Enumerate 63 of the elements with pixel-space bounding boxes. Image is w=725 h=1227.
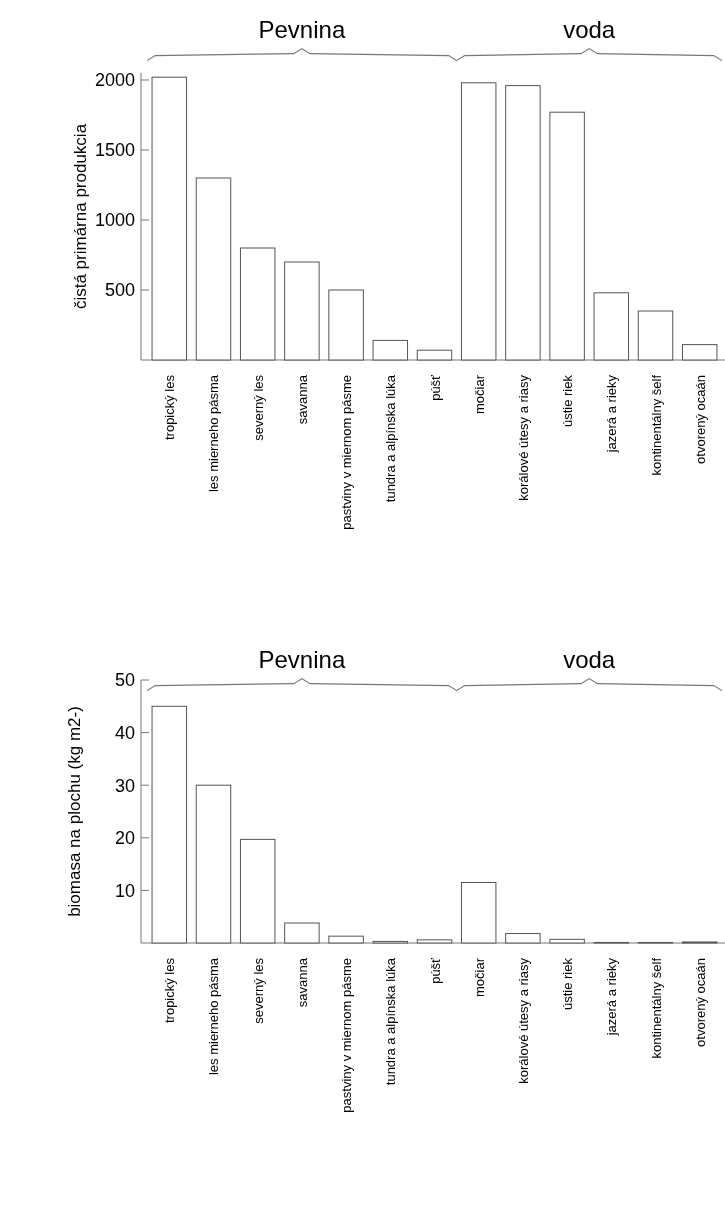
bar <box>505 85 541 361</box>
y-tick-label: 500 <box>104 280 135 301</box>
bar <box>505 933 541 944</box>
x-tick-label: močiar <box>471 957 487 998</box>
y-tick-label: 30 <box>114 775 135 796</box>
x-tick-label: pastviny v miernom pásme <box>339 375 355 530</box>
bar <box>239 247 276 361</box>
text: voda <box>563 16 616 43</box>
y-tick-label: 10 <box>114 880 135 901</box>
text: Pevnina <box>258 16 346 43</box>
bar <box>681 344 718 361</box>
x-tick-label: severný les <box>250 957 266 1024</box>
bar <box>460 82 497 361</box>
text: Pevnina <box>258 646 346 673</box>
bar <box>549 938 585 944</box>
bar <box>637 310 674 361</box>
x-tick-label: otvorený ocaán <box>692 375 708 464</box>
x-tick-label: les mierneho pásma <box>206 374 222 493</box>
bar <box>549 111 585 361</box>
x-tick-label: tundra a alpínska lúka <box>383 374 399 503</box>
x-tick-label: korálové útesy a riasy <box>515 957 531 1084</box>
x-tick-label: tundra a alpínska lúka <box>383 957 399 1086</box>
bar <box>328 289 364 361</box>
bar <box>372 339 409 361</box>
y-tick-label: 40 <box>114 722 135 743</box>
x-tick-label: kontinentálny šelf <box>648 374 664 476</box>
x-tick-label: savanna <box>294 957 310 1008</box>
x-tick-label: ústie riek <box>560 374 576 428</box>
y-tick-label: 20 <box>114 828 135 849</box>
x-tick-label: otvorený ocaán <box>692 958 708 1047</box>
x-tick-label: tropický les <box>162 374 178 441</box>
bar <box>151 705 188 944</box>
y-axis-title: biomasa na plochu (kg m2-) <box>65 706 84 917</box>
text: voda <box>563 646 616 673</box>
x-tick-label: korálové útesy a riasy <box>515 374 531 501</box>
bar <box>239 838 276 944</box>
bar <box>416 349 453 361</box>
x-tick-label: močiar <box>471 374 487 415</box>
x-tick-label: les mierneho pásma <box>206 957 222 1076</box>
y-tick-label: 50 <box>114 670 135 691</box>
x-tick-label: ústie riek <box>560 957 576 1011</box>
bar <box>151 76 188 361</box>
y-tick-label: 1000 <box>94 210 135 231</box>
y-axis-title: čistá primárna produkcia <box>71 123 90 310</box>
x-tick-label: kontinentálny šelf <box>648 957 664 1059</box>
bar <box>195 784 232 944</box>
y-tick-label: 1500 <box>94 140 135 161</box>
bar <box>460 882 497 944</box>
y-tick-label: 2000 <box>94 70 135 91</box>
x-tick-label: jazerá a rieky <box>604 957 620 1037</box>
x-tick-label: jazerá a rieky <box>604 374 620 454</box>
x-tick-label: tropický les <box>162 957 178 1024</box>
bar <box>284 261 320 361</box>
bar <box>328 935 364 944</box>
x-tick-label: púšť <box>427 374 443 401</box>
bar <box>593 292 630 361</box>
bar <box>195 177 232 361</box>
x-tick-label: púšť <box>427 957 443 984</box>
x-tick-label: pastviny v miernom pásme <box>339 958 355 1113</box>
x-tick-label: savanna <box>294 374 310 425</box>
x-tick-label: severný les <box>250 374 266 441</box>
bar <box>284 922 320 944</box>
bar <box>416 939 453 944</box>
